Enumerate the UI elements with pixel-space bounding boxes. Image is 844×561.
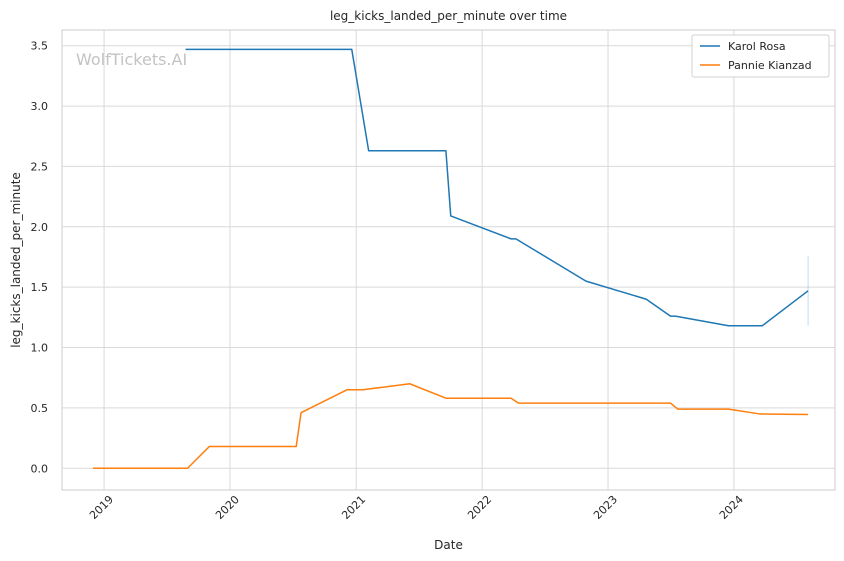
x-axis-label: Date bbox=[434, 538, 463, 552]
y-tick-label: 1.5 bbox=[31, 281, 49, 294]
chart-title: leg_kicks_landed_per_minute over time bbox=[330, 9, 567, 23]
y-tick-label: 3.0 bbox=[31, 100, 49, 113]
legend: Karol Rosa Pannie Kianzad bbox=[691, 34, 830, 78]
legend-label-1: Karol Rosa bbox=[728, 40, 786, 53]
y-axis-label: leg_kicks_landed_per_minute bbox=[9, 172, 23, 348]
grid bbox=[62, 30, 835, 490]
y-tick-label: 2.0 bbox=[31, 221, 49, 234]
plot-frame bbox=[61, 29, 836, 491]
legend-box bbox=[691, 34, 830, 78]
legend-label-2: Pannie Kianzad bbox=[728, 59, 812, 72]
y-tick-label: 3.5 bbox=[31, 40, 49, 53]
series-line-1 bbox=[185, 48, 809, 327]
y-tick-label: 0.0 bbox=[31, 462, 49, 475]
y-tick-label: 0.5 bbox=[31, 402, 49, 415]
series-line-2 bbox=[93, 383, 809, 470]
y-tick-label: 2.5 bbox=[31, 160, 49, 173]
plot-area: WolfTickets.AI bbox=[61, 29, 836, 491]
watermark: WolfTickets.AI bbox=[76, 50, 187, 69]
y-tick-label: 1.0 bbox=[31, 342, 49, 355]
series-layer bbox=[93, 48, 809, 470]
y-axis: 0.0 0.5 1.0 1.5 2.0 2.5 3.0 3.5 bbox=[31, 40, 49, 476]
